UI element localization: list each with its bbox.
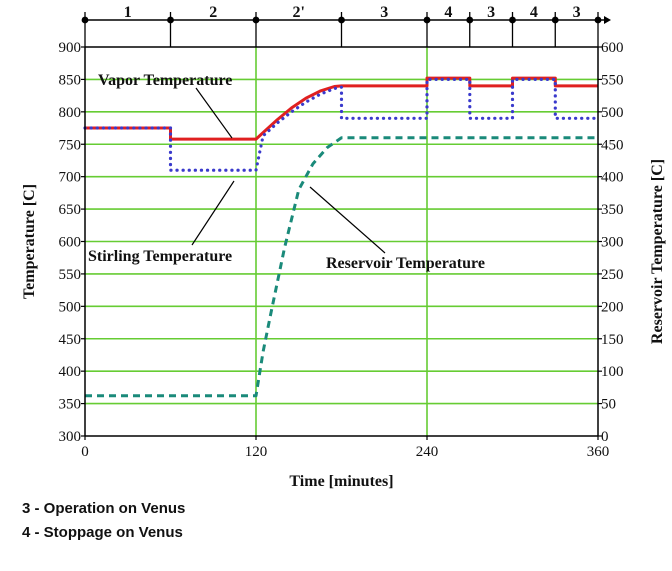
phase-label: 4	[444, 4, 452, 21]
x-tick-label: 120	[245, 444, 268, 460]
y-tick-label-right: 600	[601, 40, 624, 56]
phase-marker-dot	[252, 16, 260, 24]
y-tick-label-right: 200	[601, 299, 624, 315]
y-tick-label-left: 600	[59, 235, 82, 251]
y-tick-label-left: 450	[59, 332, 82, 348]
y-tick-label-left: 650	[59, 202, 82, 218]
phase-label: 3	[573, 4, 581, 21]
phase-marker-dot	[594, 16, 602, 24]
phase-label: 3	[487, 4, 495, 21]
annotation-stirling-leader	[191, 180, 235, 246]
phase-marker-dot	[423, 16, 431, 24]
y-tick-label-left: 800	[59, 105, 82, 121]
y-tick-label-right: 100	[601, 364, 624, 380]
x-tick-label: 360	[587, 444, 610, 460]
annotation-reservoir-leader	[309, 186, 386, 254]
y-tick-label-left: 500	[59, 299, 82, 315]
y-tick-label-left: 350	[59, 397, 82, 413]
y-tick-label-right: 250	[601, 267, 624, 283]
series-line-1	[85, 76, 598, 141]
legend-note-operation: 3 - Operation on Venus	[22, 500, 186, 517]
phase-marker-dot	[338, 16, 345, 24]
annotation-reservoir-label: Reservoir Temperature	[326, 255, 485, 272]
y-tick-label-left: 850	[59, 72, 82, 88]
y-tick-label-right: 0	[601, 429, 609, 445]
phase-label: 1	[124, 4, 132, 21]
phase-marker-dot	[551, 16, 559, 24]
y-axis-title-left: Temperature [C]	[21, 184, 38, 299]
annotation-vapor-label: Vapor Temperature	[98, 72, 232, 89]
y-tick-label-left: 400	[59, 364, 82, 380]
y-tick-label-left: 900	[59, 40, 82, 56]
y-tick-label-left: 550	[59, 267, 82, 283]
y-tick-label-right: 150	[601, 332, 624, 348]
phase-label: 3	[380, 4, 388, 21]
y-tick-label-right: 50	[601, 397, 616, 413]
y-tick-label-left: 300	[59, 429, 82, 445]
y-tick-label-right: 350	[601, 202, 624, 218]
y-axis-title-right: Reservoir Temperature [C]	[649, 159, 666, 344]
annotation-stirling-label: Stirling Temperature	[88, 248, 232, 265]
x-axis-title: Time [minutes]	[289, 473, 393, 490]
series-layer	[83, 76, 600, 398]
y-tick-label-left: 700	[59, 170, 82, 186]
y-tick-label-right: 400	[601, 170, 624, 186]
series-line-2	[83, 77, 600, 172]
annotation-vapor-leader	[195, 87, 233, 139]
phase-label: 2'	[293, 4, 305, 21]
x-tick-label: 0	[81, 444, 89, 460]
phase-label: 2	[209, 4, 217, 21]
y-tick-label-right: 450	[601, 137, 624, 153]
axes-layer: 3003504004505005506006507007508008509000…	[21, 4, 666, 490]
annot-layer: Vapor Temperature Stirling Temperature Res…	[88, 72, 485, 272]
phase-timeline-arrow	[604, 16, 611, 24]
series-line-3	[85, 136, 598, 398]
phase-marker-dot	[81, 16, 89, 24]
phase-marker-dot	[466, 16, 474, 24]
phase-marker-dot	[509, 16, 516, 24]
phase-marker-dot	[167, 16, 174, 24]
y-tick-label-right: 500	[601, 105, 624, 121]
y-tick-label-left: 750	[59, 137, 82, 153]
y-tick-label-right: 550	[601, 72, 624, 88]
phase-label: 4	[530, 4, 538, 21]
legend-note-stoppage: 4 - Stoppage on Venus	[22, 524, 183, 541]
x-tick-label: 240	[416, 444, 439, 460]
y-tick-label-right: 300	[601, 235, 624, 251]
